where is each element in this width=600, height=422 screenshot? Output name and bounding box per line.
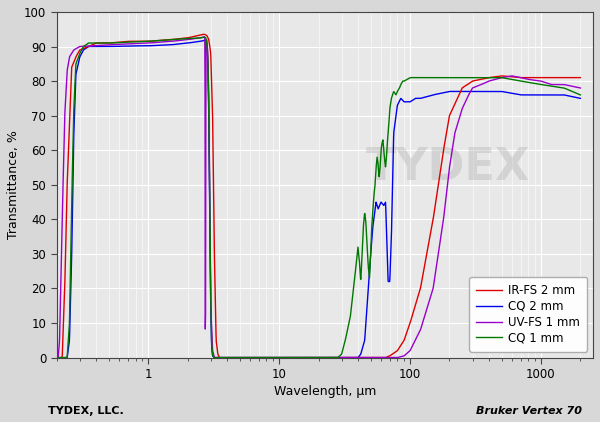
IR-FS 2 mm <box>562 75 569 80</box>
Line: IR-FS 2 mm: IR-FS 2 mm <box>57 35 580 357</box>
UV-FS 1 mm <box>80 44 87 49</box>
Text: TYDEX: TYDEX <box>366 146 530 189</box>
UV-FS 1 mm <box>577 85 584 90</box>
CQ 2 mm <box>577 96 584 101</box>
CQ 1 mm <box>80 44 87 49</box>
IR-FS 2 mm <box>80 46 87 51</box>
CQ 1 mm <box>562 86 569 91</box>
CQ 1 mm <box>308 355 315 360</box>
Text: TYDEX, LLC.: TYDEX, LLC. <box>48 406 124 416</box>
IR-FS 2 mm <box>199 32 206 37</box>
CQ 1 mm <box>201 35 208 40</box>
CQ 2 mm <box>466 89 473 94</box>
Line: UV-FS 1 mm: UV-FS 1 mm <box>57 37 580 357</box>
UV-FS 1 mm <box>466 91 473 96</box>
CQ 1 mm <box>294 355 301 360</box>
CQ 2 mm <box>201 38 208 43</box>
CQ 1 mm <box>562 86 569 91</box>
CQ 2 mm <box>562 92 569 97</box>
UV-FS 1 mm <box>294 355 301 360</box>
CQ 2 mm <box>53 355 61 360</box>
Y-axis label: Transmittance, %: Transmittance, % <box>7 130 20 239</box>
UV-FS 1 mm <box>562 82 569 87</box>
CQ 1 mm <box>577 92 584 97</box>
CQ 1 mm <box>53 355 61 360</box>
IR-FS 2 mm <box>308 355 315 360</box>
UV-FS 1 mm <box>53 355 61 360</box>
IR-FS 2 mm <box>294 355 301 360</box>
Text: Bruker Vertex 70: Bruker Vertex 70 <box>476 406 582 416</box>
UV-FS 1 mm <box>562 82 569 87</box>
CQ 2 mm <box>294 355 301 360</box>
UV-FS 1 mm <box>308 355 315 360</box>
X-axis label: Wavelength, μm: Wavelength, μm <box>274 385 376 398</box>
Legend: IR-FS 2 mm, CQ 2 mm, UV-FS 1 mm, CQ 1 mm: IR-FS 2 mm, CQ 2 mm, UV-FS 1 mm, CQ 1 mm <box>469 277 587 352</box>
IR-FS 2 mm <box>577 75 584 80</box>
CQ 2 mm <box>308 355 315 360</box>
UV-FS 1 mm <box>200 34 208 39</box>
IR-FS 2 mm <box>466 81 473 86</box>
IR-FS 2 mm <box>562 75 569 80</box>
CQ 2 mm <box>80 47 87 52</box>
CQ 1 mm <box>466 75 473 80</box>
IR-FS 2 mm <box>53 355 61 360</box>
CQ 2 mm <box>562 93 569 98</box>
Line: CQ 2 mm: CQ 2 mm <box>57 41 580 357</box>
Line: CQ 1 mm: CQ 1 mm <box>57 37 580 357</box>
